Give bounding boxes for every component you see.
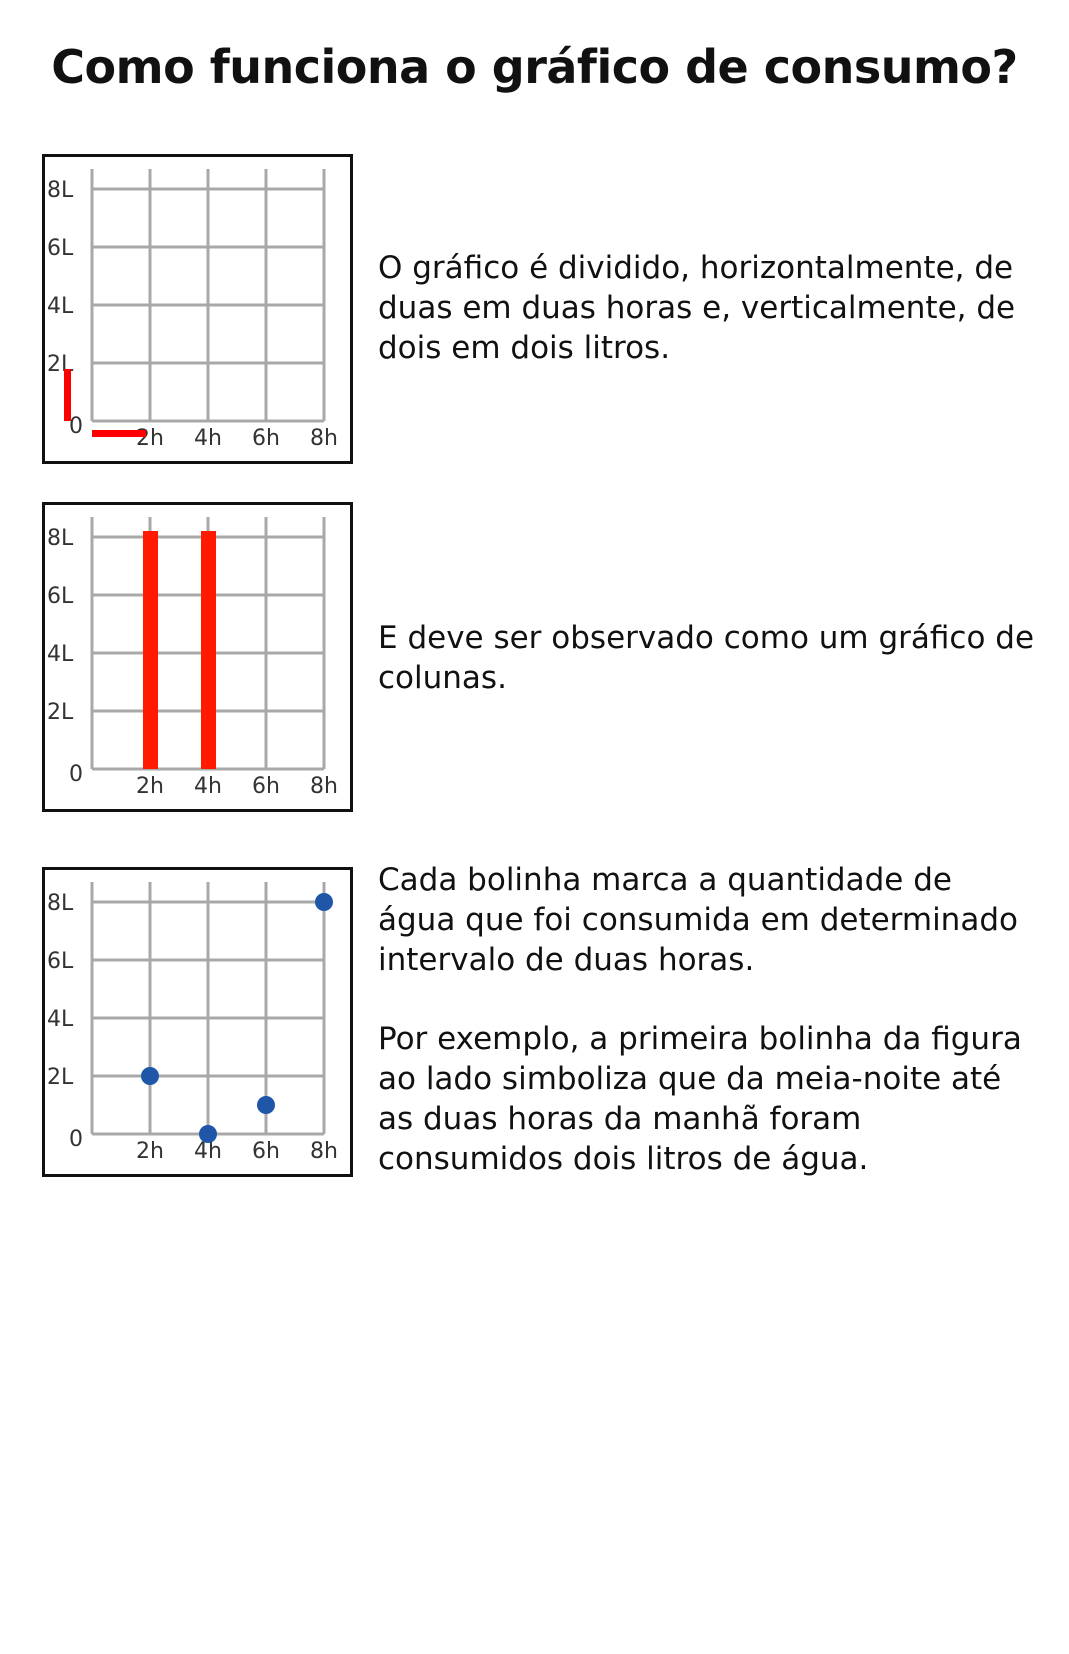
chart-grid-explanation: 0 2L 4L 6L 8L 2h 4h 6h 8h (42, 154, 353, 464)
grid-description: O gráfico é dividido, horizontalmente, d… (378, 248, 1038, 368)
dots-example-text: Por exemplo, a primeira bolinha da figur… (378, 1021, 1022, 1177)
column-bar (201, 531, 216, 769)
page-title: Como funciona o gráfico de consumo? (51, 40, 1018, 94)
y-interval-highlight (64, 369, 71, 421)
chart-columns-explanation: 0 2L 4L 6L 8L 2h 4h 6h 8h (42, 502, 353, 812)
y-tick-label: 6L (47, 236, 74, 261)
x-tick-label: 2h (136, 774, 164, 799)
y-tick-label: 6L (47, 949, 74, 974)
chart-columns-svg: 0 2L 4L 6L 8L 2h 4h 6h 8h (47, 517, 338, 799)
column-bar (143, 531, 158, 769)
x-tick-label: 6h (252, 426, 280, 451)
x-tick-label: 2h (136, 426, 164, 451)
columns-description: E deve ser observado como um gráfico de … (378, 618, 1038, 698)
x-tick-label: 4h (194, 1139, 222, 1164)
x-tick-label: 8h (310, 774, 338, 799)
y-tick-label: 0 (69, 762, 83, 787)
y-tick-label: 2L (47, 700, 74, 725)
y-tick-label: 0 (69, 1127, 83, 1152)
x-tick-label: 6h (252, 774, 280, 799)
data-dot (199, 1125, 217, 1143)
x-tick-label: 4h (194, 774, 222, 799)
data-dot (257, 1096, 275, 1114)
x-tick-label: 4h (194, 426, 222, 451)
y-tick-label: 4L (47, 1007, 74, 1032)
data-dot (315, 893, 333, 911)
dots-description-text: Cada bolinha marca a quantidade de água … (378, 862, 1018, 978)
x-tick-label: 8h (310, 426, 338, 451)
x-tick-label: 2h (136, 1139, 164, 1164)
grid-description-text: O gráfico é dividido, horizontalmente, d… (378, 250, 1016, 366)
x-interval-highlight (92, 430, 146, 437)
y-tick-label: 8L (47, 891, 74, 916)
y-tick-label: 2L (47, 1065, 74, 1090)
y-tick-label: 6L (47, 584, 74, 609)
y-tick-label: 0 (69, 414, 83, 439)
data-dot (141, 1067, 159, 1085)
y-tick-label: 8L (47, 178, 74, 203)
x-tick-label: 8h (310, 1139, 338, 1164)
chart-dots-svg: 0 2L 4L 6L 8L 2h 4h 6h 8h (47, 882, 338, 1164)
dots-description: Cada bolinha marca a quantidade de água … (378, 860, 1038, 1179)
y-tick-label: 4L (47, 294, 74, 319)
y-tick-label: 8L (47, 526, 74, 551)
chart-dots-explanation: 0 2L 4L 6L 8L 2h 4h 6h 8h (42, 867, 353, 1177)
y-tick-label: 4L (47, 642, 74, 667)
columns-description-text: E deve ser observado como um gráfico de … (378, 620, 1035, 696)
x-tick-label: 6h (252, 1139, 280, 1164)
